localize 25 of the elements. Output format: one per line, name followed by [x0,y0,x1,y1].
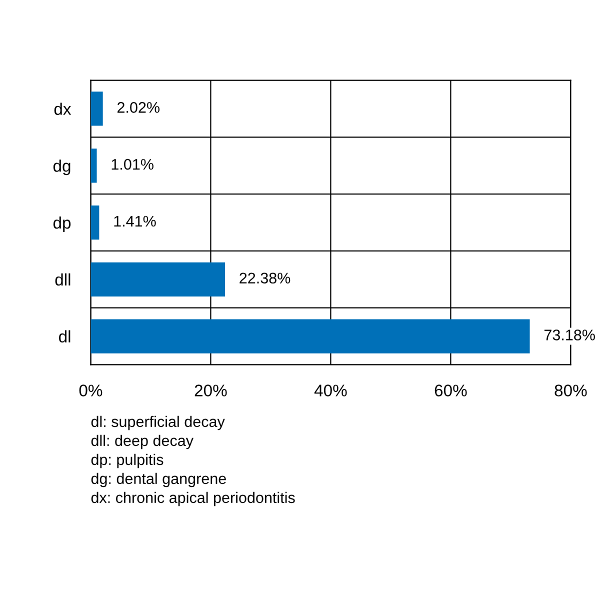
text: dg: dental gangrene [91,472,226,488]
data-label: 1.41% [114,216,156,227]
y-tick-label: dll [55,273,70,286]
bar [90,92,103,126]
y-tick-label: dl [59,330,70,342]
data-label: 73.18% [544,330,595,340]
data-label: 22.38% [240,272,290,284]
bar [90,319,530,354]
x-tick-label: 80% [554,384,587,396]
x-tick-label: 0% [79,384,102,396]
x-tick-label: 20% [194,384,227,396]
bar [90,262,225,296]
bar [90,148,97,183]
y-tick-label: dp [53,216,71,232]
text: dll: deep decay [91,434,194,450]
x-tick-label: 40% [314,384,347,396]
y-tick-label: dg [53,160,70,176]
text: dx: chronic apical periodontitis [91,492,295,506]
data-label: 1.01% [112,158,154,170]
y-tick-label: dx [54,102,72,115]
bar [90,205,100,240]
data-label: 2.02% [118,102,160,113]
text: dl: superficial decay [91,416,225,430]
text: dp: pulpitis [91,454,164,468]
x-tick-label: 60% [434,384,467,396]
